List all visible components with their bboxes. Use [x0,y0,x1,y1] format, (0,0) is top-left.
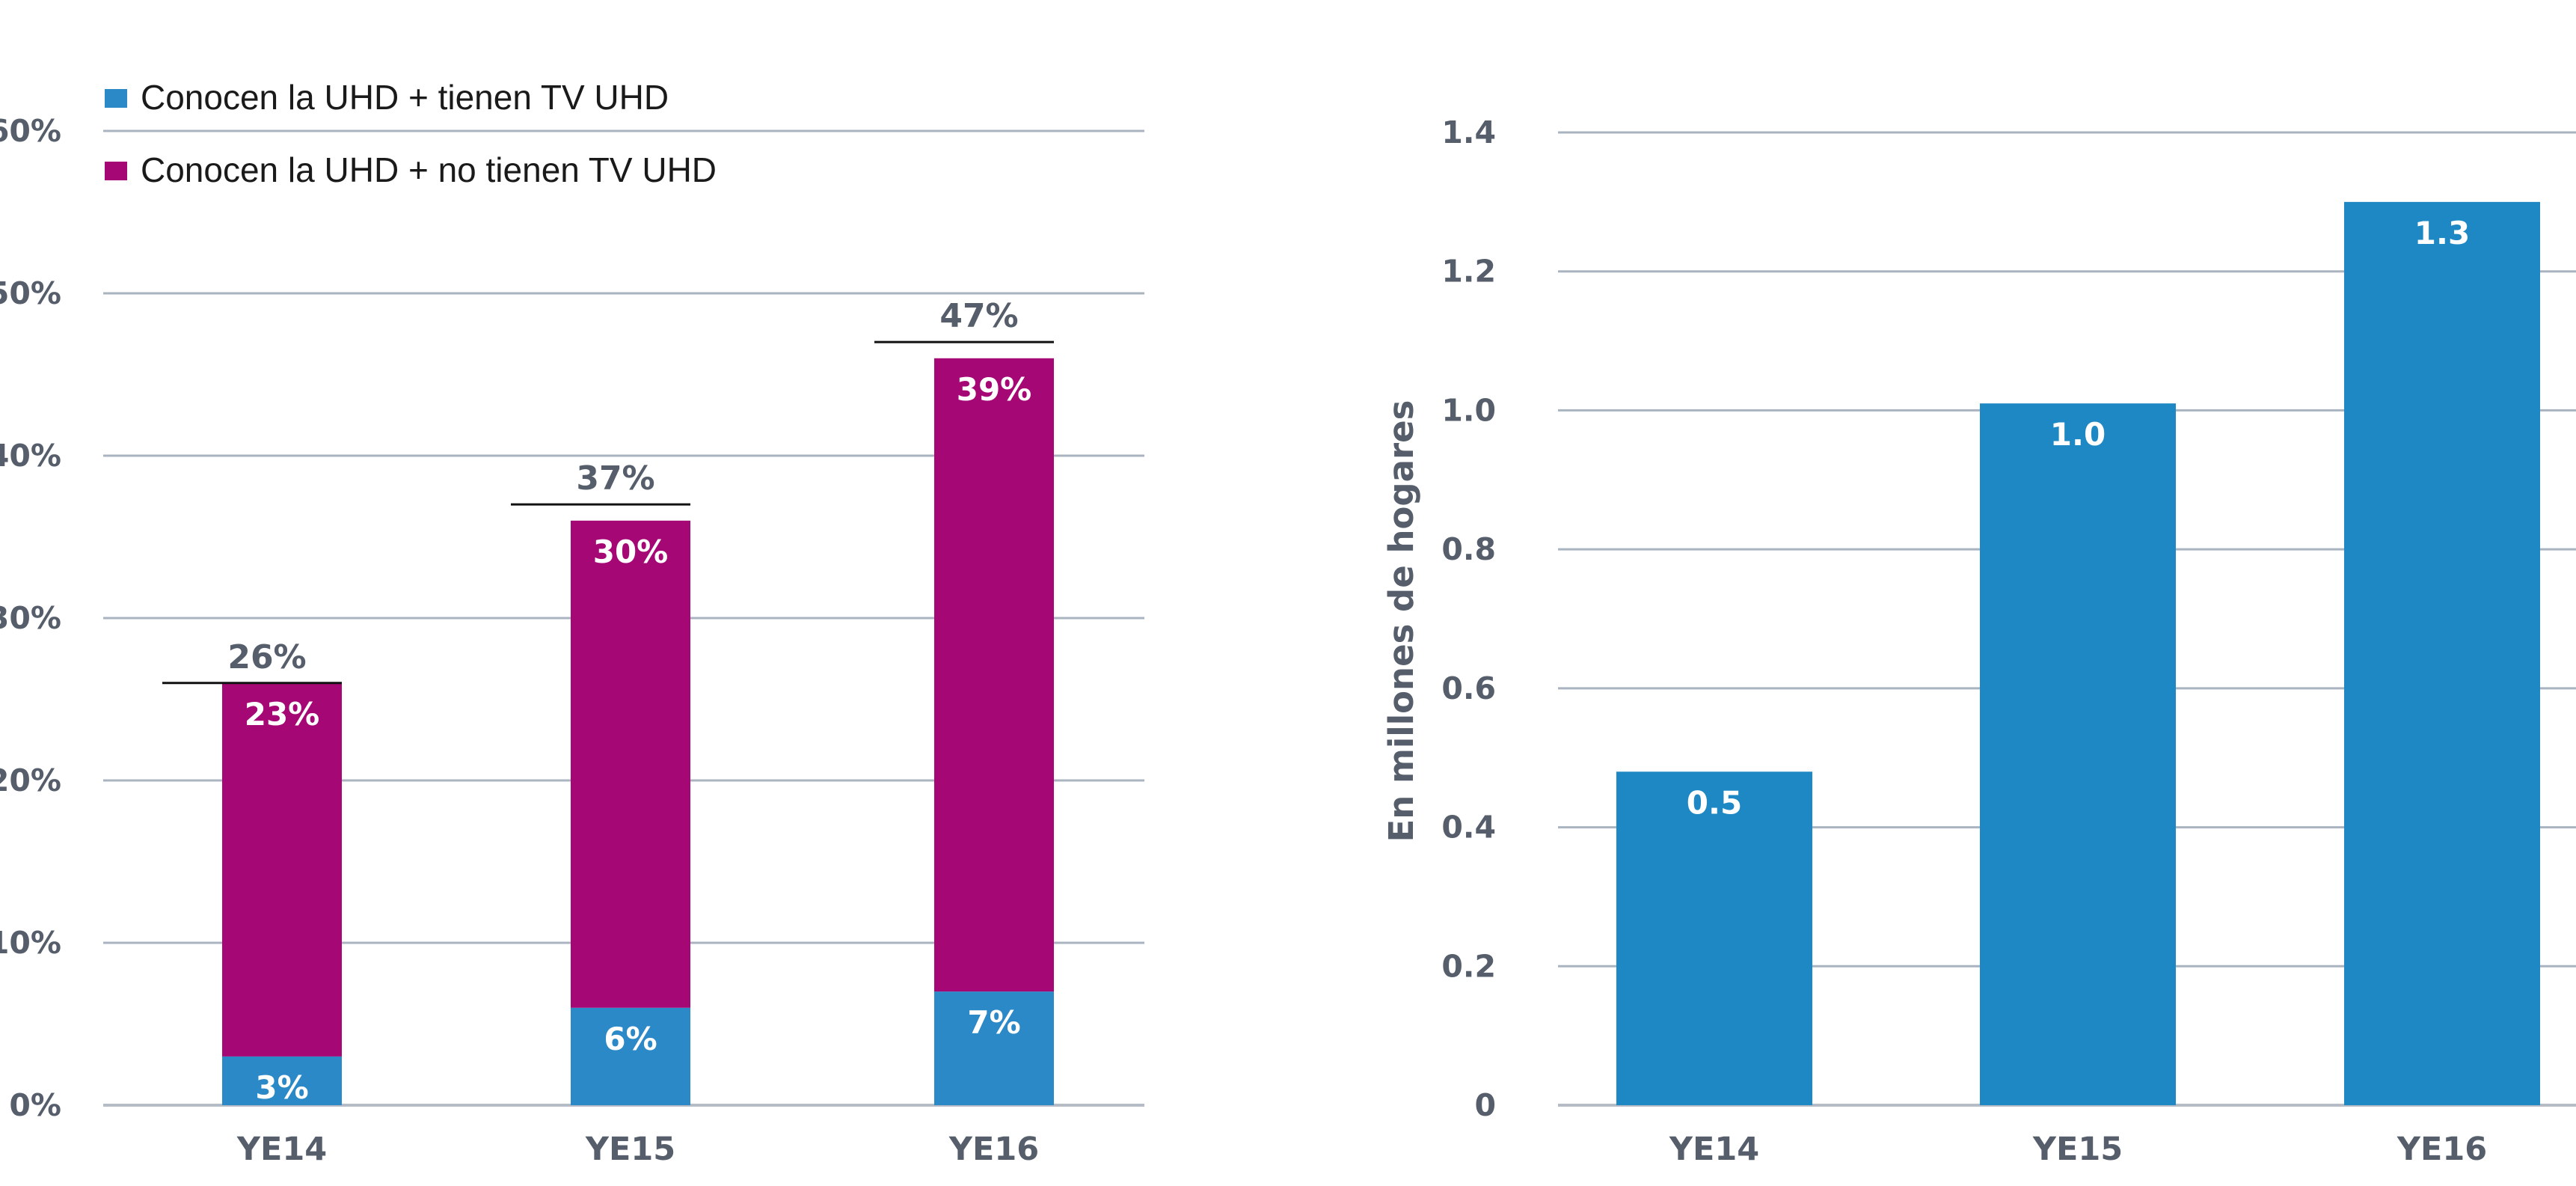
chart2-bars: 0.5 1.0 1.3 [1616,201,2540,1105]
chart2-category-label: YE14 [1669,1131,1759,1168]
chart2-y-axis-label: En millones de hogares [1381,400,1421,843]
chart1-y-tick-label: 60% [0,113,61,149]
bar [1616,771,1812,1105]
bar-value-label: 1.0 [2050,416,2106,453]
legend-label-tienen: Conocen la UHD + tienen TV UHD [141,78,669,117]
stacked-bar-chart: 0% 10% 20% 30% 40% 50% 60% 3% 23% 6% 30% 7% 39% 26%… [0,78,1144,1168]
bar-segment-no-tienen [571,520,690,1008]
chart1-y-tick-label: 20% [0,762,61,798]
chart1-totals: 26% 37% 47% [162,297,1054,685]
chart2-y-tick-label: 0 [1474,1087,1496,1123]
total-label: 37% [576,459,654,498]
bar-value-label: 30% [593,534,669,570]
chart1-y-tick-label: 0% [9,1087,61,1123]
total-label: 47% [939,297,1018,335]
bar-segment-tienen [222,1056,342,1105]
chart2-category-label: YE16 [2396,1131,2487,1168]
chart1-y-tick-label: 10% [0,925,61,961]
chart1-legend: Conocen la UHD + tienen TV UHD Conocen l… [105,78,717,189]
chart2-categories: YE14 YE15 YE16 [1669,1131,2487,1168]
chart2-category-label: YE15 [2032,1131,2123,1168]
bar-value-label: 7% [967,1004,1020,1041]
chart1-category-label: YE16 [948,1131,1039,1168]
bar [2344,201,2540,1105]
chart1-category-label: YE14 [236,1131,327,1168]
chart1-category-label: YE15 [585,1131,675,1168]
bar-value-label: 23% [245,696,320,733]
bar-value-label: 6% [604,1021,657,1057]
chart2-y-tick-label: 0.2 [1441,948,1496,984]
total-label: 26% [227,638,306,676]
chart2-y-tick-label: 1.2 [1441,254,1496,290]
chart2-y-tick-label: 0.8 [1441,531,1496,567]
chart1-categories: YE14 YE15 YE16 [236,1131,1039,1168]
bar-chart: 00.20.40.60.81.01.21.4 0.51.01.3 YE14 YE1… [1381,114,2576,1168]
chart1-bars: 3% 23% 6% 30% 7% 39% [222,358,1054,1106]
bar [1980,403,2176,1105]
bar-value-label: 3% [255,1069,308,1106]
chart1-y-ticks: 0% 10% 20% 30% 40% 50% 60% [0,113,61,1123]
legend-swatch-no-tienen [105,162,127,180]
chart2-y-tick-label: 0.6 [1441,670,1496,706]
bar-segment-tienen [571,1007,690,1105]
bar-value-label: 39% [957,371,1032,408]
legend-swatch-tienen [105,89,127,108]
chart2-y-tick-label: 0.4 [1441,810,1496,846]
chart2-y-tick-label: 1.4 [1441,114,1496,150]
chart1-y-tick-label: 30% [0,600,61,636]
bar-value-label: 1.3 [2414,215,2470,251]
chart1-y-tick-label: 40% [0,438,61,474]
chart2-y-tick-label: 1.0 [1441,392,1496,428]
bar-segment-tienen [934,991,1054,1105]
bar-segment-no-tienen [934,358,1054,992]
bar-value-label: 0.5 [1687,784,1742,821]
bar-segment-no-tienen [222,682,342,1057]
legend-label-no-tienen: Conocen la UHD + no tienen TV UHD [141,150,717,189]
chart1-y-tick-label: 50% [0,275,61,311]
chart2-y-ticks: 0 0.2 0.4 0.6 0.8 1.0 1.2 1.4 [1441,114,1496,1123]
